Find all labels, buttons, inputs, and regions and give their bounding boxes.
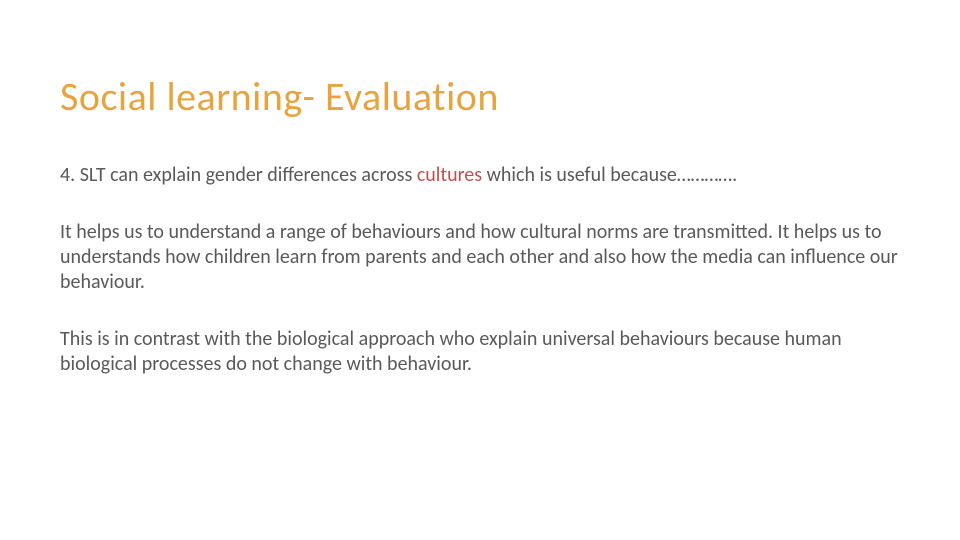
slide-container: Social learning- Evaluation 4. SLT can e… xyxy=(0,0,960,449)
paragraph-2: It helps us to understand a range of beh… xyxy=(60,220,900,295)
para2-text: It helps us to understand a range of beh… xyxy=(60,220,898,294)
paragraph-3: This is in contrast with the biological … xyxy=(60,327,900,377)
para1-pre: 4. SLT can explain gender differences ac… xyxy=(60,163,417,187)
para1-post: which is useful because…………. xyxy=(482,163,737,187)
paragraph-1: 4. SLT can explain gender differences ac… xyxy=(60,163,900,188)
para1-highlight: cultures xyxy=(417,163,482,187)
para3-text: This is in contrast with the biological … xyxy=(60,327,842,376)
slide-title: Social learning- Evaluation xyxy=(60,72,900,121)
